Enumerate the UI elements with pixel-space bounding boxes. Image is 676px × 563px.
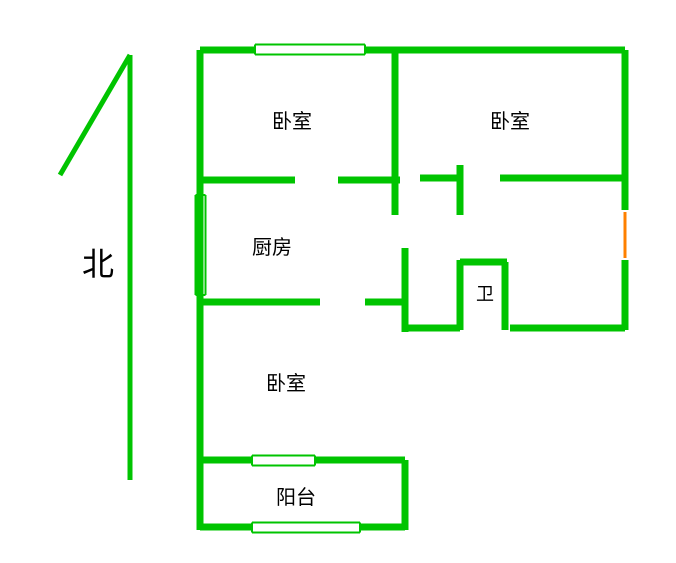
room-label-bedroom_sw: 卧室 [266,372,306,395]
room-label-bedroom_nw: 卧室 [272,110,312,133]
floorplan-canvas: 北卧室卧室厨房卫卧室阳台 [0,0,676,563]
compass-label: 北 [82,246,114,282]
room-label-bedroom_ne: 卧室 [490,110,530,133]
room-label-balcony: 阳台 [276,486,316,509]
room-label-kitchen: 厨房 [252,236,292,259]
room-label-bathroom: 卫 [476,284,494,304]
